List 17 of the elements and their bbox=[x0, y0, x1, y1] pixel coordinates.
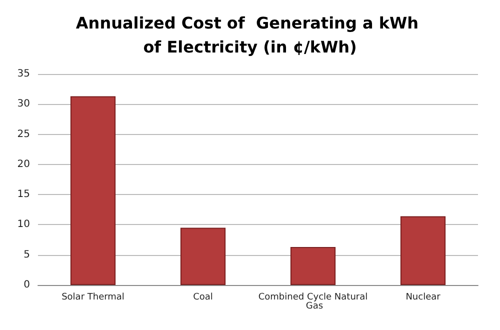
bar bbox=[400, 216, 446, 285]
y-tick-label: 25 bbox=[17, 128, 30, 140]
y-tick-label: 0 bbox=[24, 280, 30, 290]
x-tick-label: Combined Cycle Natural Gas bbox=[258, 292, 368, 312]
y-tick-label: 15 bbox=[17, 189, 30, 200]
bar bbox=[70, 96, 116, 285]
chart-title: Annualized Cost of Generating a kWh of Electricity (in ¢/kWh) bbox=[76, 14, 424, 56]
x-tick-label: Coal bbox=[193, 292, 213, 302]
y-tick-label: 5 bbox=[24, 249, 30, 260]
y-tick-label: 35 bbox=[17, 68, 30, 80]
x-tick-label: Solar Thermal bbox=[62, 292, 124, 302]
y-tick-label: 20 bbox=[17, 158, 30, 170]
y-tick-label: 30 bbox=[17, 98, 30, 110]
bar bbox=[290, 247, 336, 285]
y-tick-label: 10 bbox=[17, 219, 30, 230]
bar bbox=[180, 228, 226, 285]
x-tick-label: Nuclear bbox=[406, 292, 441, 302]
